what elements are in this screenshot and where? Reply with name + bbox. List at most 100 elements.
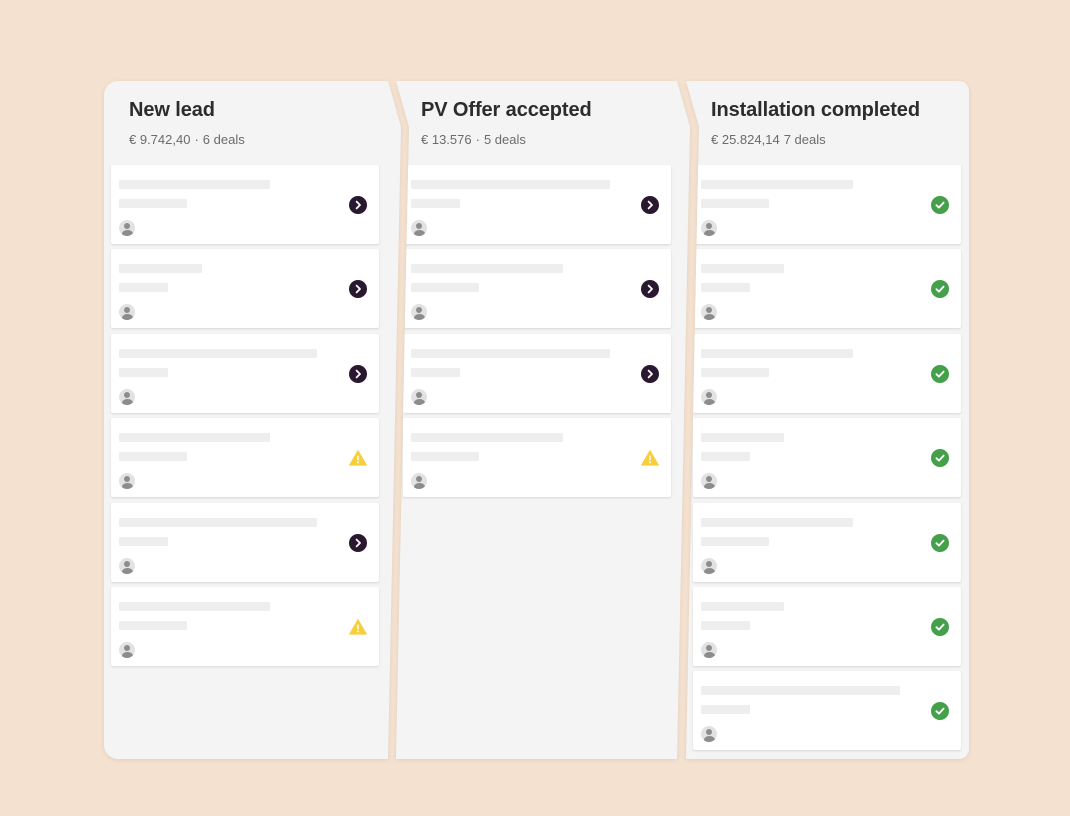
deal-card[interactable] [111, 333, 379, 413]
deal-card[interactable] [111, 249, 379, 329]
placeholder-line [119, 452, 187, 462]
user-avatar-icon [701, 726, 717, 743]
card-list [693, 165, 961, 756]
arrow-right-icon[interactable] [641, 196, 659, 214]
placeholder-line [701, 536, 769, 546]
warning-icon [349, 449, 367, 467]
deal-card[interactable] [111, 586, 379, 666]
deal-card[interactable] [403, 418, 671, 498]
placeholder-line [701, 601, 784, 611]
placeholder-line [701, 283, 750, 293]
column-deal-count: 5 deals [483, 132, 526, 147]
column-meta: € 25.824,14 7 deals [711, 132, 920, 147]
placeholder-line [701, 517, 853, 527]
placeholder-line [411, 180, 610, 189]
deal-card[interactable] [693, 586, 961, 666]
placeholder-line [701, 367, 769, 377]
deal-card[interactable] [693, 165, 961, 244]
column-meta: € 13.576 · 5 deals [421, 132, 592, 147]
column-amount: € 13.576 [421, 132, 472, 147]
user-avatar-icon [119, 641, 135, 658]
placeholder-line [701, 620, 750, 630]
user-avatar-icon [411, 388, 427, 405]
user-avatar-icon [119, 220, 135, 236]
column-title: New lead [129, 99, 215, 121]
column-title: Installation completed [711, 99, 920, 121]
column-header: PV Offer accepted € 13.576 · 5 deals [421, 99, 592, 147]
check-icon [931, 364, 949, 383]
column-separator: · [475, 132, 480, 147]
check-icon [931, 280, 949, 299]
column-amount: € 25.824,14 [711, 132, 780, 147]
placeholder-line [119, 620, 187, 630]
placeholder-line [411, 452, 479, 462]
deal-card[interactable] [693, 333, 961, 413]
user-avatar-icon [411, 304, 427, 321]
placeholder-line [411, 433, 563, 443]
deal-card[interactable] [111, 418, 379, 498]
placeholder-line [119, 601, 270, 611]
placeholder-line [119, 517, 317, 527]
deal-card[interactable] [693, 502, 961, 582]
column-installation-completed: Installation completed € 25.824,14 7 deal… [686, 81, 969, 759]
deal-card[interactable] [693, 671, 961, 751]
user-avatar-icon [119, 557, 135, 574]
placeholder-line [701, 180, 853, 189]
column-amount: € 9.742,40 [129, 132, 191, 147]
deal-card[interactable] [403, 165, 671, 244]
column-header: New lead € 9.742,40 · 6 deals [129, 99, 245, 147]
column-new-lead: New lead € 9.742,40 · 6 deals [104, 81, 401, 759]
deal-card[interactable] [693, 418, 961, 498]
deal-card[interactable] [693, 249, 961, 329]
column-separator: · [194, 132, 199, 147]
user-avatar-icon [701, 388, 717, 405]
placeholder-line [119, 536, 168, 546]
placeholder-line [701, 433, 784, 443]
pipeline-board: New lead € 9.742,40 · 6 deals PV Offer acc… [104, 81, 969, 759]
deal-card[interactable] [111, 502, 379, 582]
column-header: Installation completed € 25.824,14 7 deal… [711, 99, 920, 147]
user-avatar-icon [701, 641, 717, 658]
placeholder-line [411, 283, 479, 293]
deal-card[interactable] [403, 333, 671, 413]
placeholder-line [119, 348, 317, 358]
user-avatar-icon [119, 388, 135, 405]
placeholder-line [119, 199, 187, 208]
check-icon [931, 449, 949, 468]
arrow-right-icon[interactable] [641, 280, 659, 299]
user-avatar-icon [701, 220, 717, 236]
user-avatar-icon [411, 473, 427, 490]
arrow-right-icon[interactable] [349, 364, 367, 383]
placeholder-line [119, 433, 270, 443]
placeholder-line [701, 199, 769, 208]
column-deal-count: 7 deals [783, 132, 826, 147]
placeholder-line [701, 264, 784, 274]
card-list [111, 165, 379, 671]
arrow-right-icon[interactable] [349, 533, 367, 552]
placeholder-line [119, 367, 168, 377]
deal-card[interactable] [403, 249, 671, 329]
warning-icon [641, 449, 659, 467]
user-avatar-icon [701, 304, 717, 321]
check-icon [931, 196, 949, 214]
column-pv-offer-accepted: PV Offer accepted € 13.576 · 5 deals [396, 81, 690, 759]
placeholder-line [411, 367, 460, 377]
placeholder-line [119, 180, 270, 189]
warning-icon [349, 618, 367, 636]
user-avatar-icon [701, 473, 717, 490]
placeholder-line [701, 705, 750, 715]
user-avatar-icon [701, 557, 717, 574]
deal-card[interactable] [111, 165, 379, 244]
user-avatar-icon [411, 220, 427, 236]
arrow-right-icon[interactable] [641, 364, 659, 383]
user-avatar-icon [119, 473, 135, 490]
placeholder-line [119, 264, 202, 274]
placeholder-line [411, 199, 460, 208]
arrow-right-icon[interactable] [349, 280, 367, 299]
placeholder-line [411, 348, 610, 358]
column-deal-count: 6 deals [202, 132, 245, 147]
user-avatar-icon [119, 304, 135, 321]
placeholder-line [411, 264, 563, 274]
placeholder-line [701, 452, 750, 462]
arrow-right-icon[interactable] [349, 196, 367, 214]
